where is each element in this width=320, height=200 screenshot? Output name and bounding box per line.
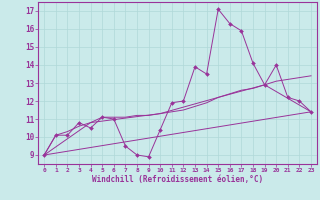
X-axis label: Windchill (Refroidissement éolien,°C): Windchill (Refroidissement éolien,°C) xyxy=(92,175,263,184)
